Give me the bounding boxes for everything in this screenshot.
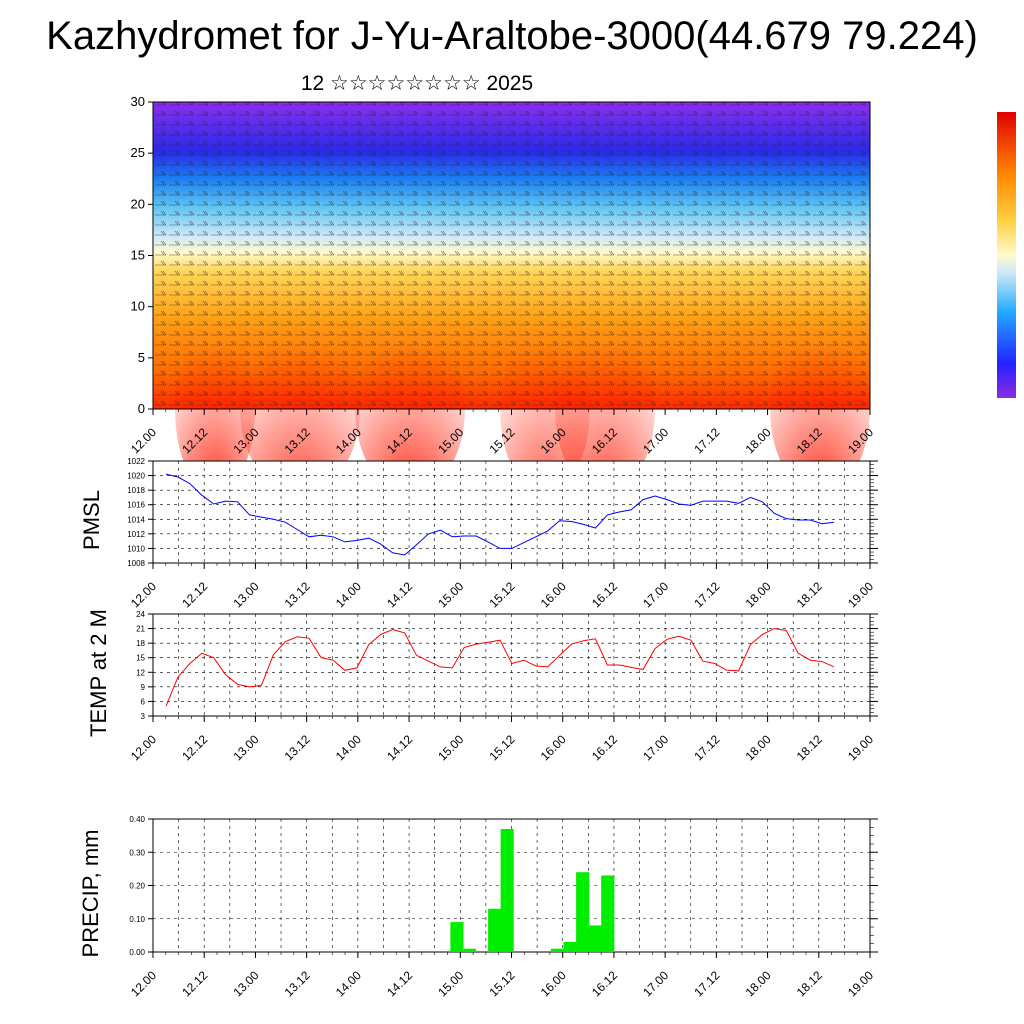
y-tick-label: 1012 xyxy=(127,530,145,539)
y-tick-label: 15 xyxy=(136,654,145,663)
x-tick-label: 17.12 xyxy=(691,968,722,999)
y-tick-label: 1020 xyxy=(127,472,145,481)
x-tick-label: 15.12 xyxy=(486,579,517,610)
y-tick-label: 0.30 xyxy=(129,848,145,857)
precip-bar xyxy=(488,908,502,952)
colorbar xyxy=(997,112,1016,398)
y-tick-label: 12 xyxy=(136,668,145,677)
x-tick-label: 12.00 xyxy=(128,968,159,999)
x-tick-label: 15.00 xyxy=(435,579,466,610)
chart-title: Kazhydromet for J-Yu-Araltobe-3000(44.67… xyxy=(46,14,978,58)
y-tick-label: 0.00 xyxy=(129,948,145,957)
precip-bar xyxy=(550,948,564,952)
x-tick-label: 13.12 xyxy=(282,579,313,610)
y-axis-label: PRECIP, mm xyxy=(78,830,103,958)
x-tick-label: 12.00 xyxy=(128,425,159,456)
y-tick-label: 1010 xyxy=(127,544,145,553)
x-tick-label: 14.12 xyxy=(384,579,415,610)
x-tick-label: 16.00 xyxy=(538,968,569,999)
y-tick-label: 0 xyxy=(138,401,145,416)
x-tick-label: 17.00 xyxy=(640,579,671,610)
precip-bar xyxy=(500,829,514,952)
y-tick-label: 5 xyxy=(138,350,145,365)
y-tick-label: 0.10 xyxy=(129,915,145,924)
y-tick-label: 24 xyxy=(136,610,145,619)
precip-bar xyxy=(462,948,476,952)
y-tick-label: 1018 xyxy=(127,486,145,495)
x-tick-label: 15.12 xyxy=(486,968,517,999)
y-tick-label: 3 xyxy=(141,712,146,721)
x-tick-label: 14.00 xyxy=(333,968,364,999)
x-tick-label: 18.00 xyxy=(743,579,774,610)
x-tick-label: 15.00 xyxy=(435,732,466,763)
y-tick-label: 0.20 xyxy=(129,882,145,891)
precip-bar xyxy=(601,875,615,952)
y-tick-label: 18 xyxy=(136,639,145,648)
x-tick-label: 14.12 xyxy=(384,732,415,763)
x-tick-label: 18.12 xyxy=(794,968,825,999)
x-tick-label: 13.00 xyxy=(230,968,261,999)
chart-subtitle: 12 ☆☆☆☆☆☆☆☆ 2025 xyxy=(300,72,534,95)
wind-barbs xyxy=(153,102,870,409)
y-tick-label: 10 xyxy=(131,299,145,314)
x-tick-label: 18.12 xyxy=(794,732,825,763)
x-tick-label: 17.12 xyxy=(691,579,722,610)
y-tick-label: 1022 xyxy=(127,457,145,466)
x-tick-label: 14.00 xyxy=(333,579,364,610)
x-tick-label: 18.00 xyxy=(743,425,774,456)
y-axis-label: TEMP at 2 M xyxy=(86,609,111,737)
x-tick-label: 12.00 xyxy=(128,579,159,610)
x-tick-label: 18.00 xyxy=(743,732,774,763)
precip-bar xyxy=(576,872,590,952)
x-tick-label: 15.12 xyxy=(486,732,517,763)
temp-series-line xyxy=(165,628,835,707)
x-tick-label: 12.00 xyxy=(128,732,159,763)
x-tick-label: 16.00 xyxy=(538,579,569,610)
x-tick-label: 12.12 xyxy=(179,579,210,610)
x-tick-label: 13.00 xyxy=(230,579,261,610)
x-tick-label: 17.00 xyxy=(640,968,671,999)
y-tick-label: 20 xyxy=(131,196,145,211)
x-tick-label: 16.12 xyxy=(589,968,620,999)
temp-panel: 3 6 9 12 15 18 21 24 12.00 12.12 13.00 13.12 14.00 14… xyxy=(86,609,878,763)
x-tick-label: 19.00 xyxy=(845,732,876,763)
x-tick-label: 17.00 xyxy=(640,732,671,763)
y-tick-label: 1008 xyxy=(127,559,145,568)
x-tick-label: 19.00 xyxy=(845,968,876,999)
y-tick-label: 6 xyxy=(141,697,146,706)
y-tick-label: 9 xyxy=(141,683,146,692)
precip-bar xyxy=(588,925,602,952)
x-tick-label: 12.12 xyxy=(179,968,210,999)
x-tick-label: 13.12 xyxy=(282,968,313,999)
x-tick-label: 18.00 xyxy=(743,968,774,999)
y-tick-label: 1016 xyxy=(127,501,145,510)
x-tick-label: 13.00 xyxy=(230,732,261,763)
x-tick-label: 13.12 xyxy=(282,732,313,763)
x-tick-label: 15.00 xyxy=(435,968,466,999)
x-tick-label: 14.12 xyxy=(384,968,415,999)
y-tick-label: 15 xyxy=(131,248,145,263)
x-tick-label: 12.12 xyxy=(179,732,210,763)
x-tick-label: 16.12 xyxy=(589,732,620,763)
y-tick-label: 1014 xyxy=(127,515,145,524)
x-tick-label: 16.12 xyxy=(589,579,620,610)
precip-bar xyxy=(450,922,464,952)
y-tick-label: 25 xyxy=(131,145,145,160)
y-axis-label: PMSL xyxy=(79,490,104,550)
precip-panel: 0.00 0.10 0.20 0.30 0.40 12.00 12.12 13.00 13.12… xyxy=(78,815,878,999)
precip-bar xyxy=(563,942,577,952)
pmsl-panel: 1008 1010 1012 1014 1016 1018 1020 1022 12.00 12.… xyxy=(79,457,878,610)
y-tick-label: 0.40 xyxy=(129,815,145,824)
pmsl-series-line xyxy=(165,473,835,556)
x-tick-label: 19.00 xyxy=(845,579,876,610)
x-tick-label: 16.00 xyxy=(538,732,569,763)
y-tick-label: 21 xyxy=(136,625,145,634)
x-tick-label: 17.12 xyxy=(691,732,722,763)
y-tick-label: 30 xyxy=(131,94,145,109)
x-tick-label: 14.00 xyxy=(333,732,364,763)
x-tick-label: 17.12 xyxy=(691,425,722,456)
x-tick-label: 18.12 xyxy=(794,579,825,610)
